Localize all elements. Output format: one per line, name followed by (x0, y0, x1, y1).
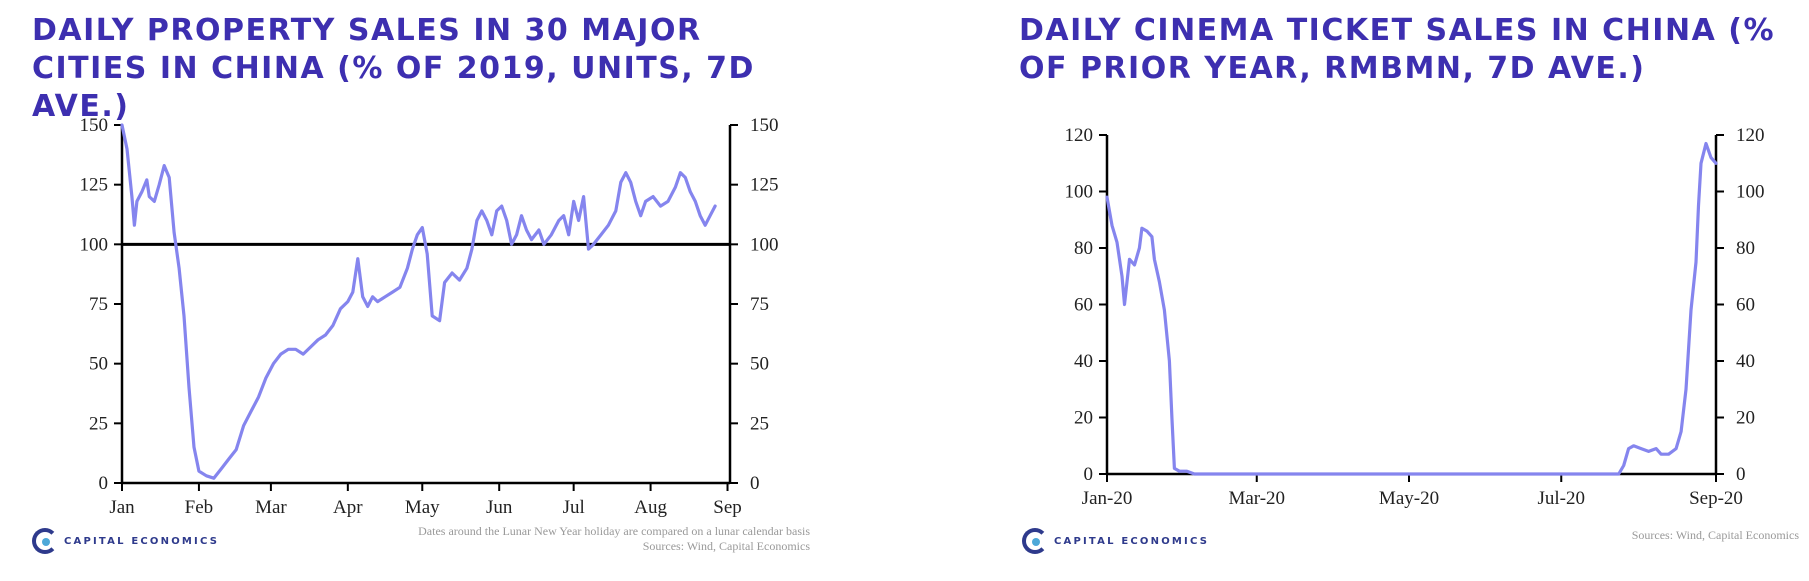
capital-economics-logo: CAPITAL ECONOMICS (1022, 528, 1209, 554)
x-tick-label: Mar-20 (1228, 488, 1285, 509)
cinema-sales-chart: 0 0 20 20 40 40 60 60 80 80 100 100 120 120 Jan-20 Mar-… (1065, 125, 1765, 509)
y-tick-label-right: 60 (1736, 295, 1755, 316)
y-tick-label-left: 40 (1074, 351, 1093, 372)
y-tick-label-right: 80 (1736, 238, 1755, 259)
y-tick-label-right: 125 (750, 175, 779, 196)
y-tick-label-left: 0 (1084, 464, 1094, 485)
x-tick-label: Feb (185, 497, 214, 518)
x-tick-label: Jan (109, 497, 135, 518)
y-tick-label-right: 75 (750, 294, 769, 315)
y-tick-label-right: 0 (750, 473, 760, 494)
x-tick-label: Aug (634, 497, 667, 518)
y-tick-label-left: 0 (99, 473, 109, 494)
y-tick-label-right: 25 (750, 413, 769, 434)
y-tick-label-left: 75 (89, 294, 108, 315)
chart-title: DAILY CINEMA TICKET SALES IN CHINA (% OF… (1019, 13, 1776, 86)
y-tick-label-right: 100 (1736, 182, 1765, 203)
x-tick-label: May-20 (1379, 488, 1439, 509)
y-tick-label-left: 60 (1074, 295, 1093, 316)
x-tick-label: May (405, 497, 440, 518)
capital-economics-logo-icon (1022, 528, 1048, 554)
capital-economics-logo-icon (32, 528, 58, 554)
property-sales-chart: 0 0 25 25 50 50 75 75 100 100 125 125 150 150 Jan Feb Ma… (80, 115, 779, 518)
x-tick-label: Jan-20 (1082, 488, 1133, 509)
y-tick-label-left: 25 (89, 413, 108, 434)
chart-footnote: Sources: Wind, Capital Economics (1632, 528, 1799, 543)
sources-note: Sources: Wind, Capital Economics (642, 539, 810, 553)
chart-footnote: Dates around the Lunar New Year holiday … (418, 524, 810, 554)
y-tick-label-right: 100 (750, 234, 779, 255)
cinema-sales-panel: DAILY CINEMA TICKET SALES IN CHINA (% OF… (1000, 0, 1809, 581)
y-tick-label-left: 80 (1074, 238, 1093, 259)
capital-economics-logo: CAPITAL ECONOMICS (32, 528, 219, 554)
x-tick-label: Sep (713, 497, 742, 518)
y-tick-label-left: 20 (1074, 408, 1093, 429)
y-tick-label-right: 0 (1736, 464, 1746, 485)
y-tick-label-left: 100 (80, 234, 109, 255)
x-tick-label: Jul-20 (1538, 488, 1586, 509)
sources-note: Sources: Wind, Capital Economics (1631, 528, 1799, 542)
calendar-note: Dates around the Lunar New Year holiday … (418, 524, 810, 538)
x-tick-label: Sep-20 (1689, 488, 1743, 509)
y-tick-label-left: 100 (1065, 182, 1094, 203)
y-tick-label-right: 20 (1736, 408, 1755, 429)
y-tick-label-left: 150 (80, 115, 109, 136)
x-tick-label: Mar (255, 497, 287, 518)
y-tick-label-right: 150 (750, 115, 779, 136)
logo-text: CAPITAL ECONOMICS (64, 535, 220, 547)
y-tick-label-left: 50 (89, 354, 108, 375)
y-tick-label-left: 125 (80, 175, 109, 196)
x-tick-label: Jun (486, 497, 513, 518)
logo-text: CAPITAL ECONOMICS (1054, 535, 1210, 547)
x-tick-label: Jul (563, 497, 585, 518)
series-line (120, 123, 717, 480)
series-line (1105, 141, 1718, 476)
y-tick-label-left: 120 (1065, 125, 1094, 146)
y-tick-label-right: 120 (1736, 125, 1765, 146)
property-sales-panel: DAILY PROPERTY SALES IN 30 MAJOR CITIES … (0, 0, 820, 581)
chart-title: DAILY PROPERTY SALES IN 30 MAJOR CITIES … (32, 13, 755, 124)
x-tick-label: Apr (333, 497, 363, 518)
y-tick-label-right: 40 (1736, 351, 1755, 372)
y-tick-label-right: 50 (750, 354, 769, 375)
